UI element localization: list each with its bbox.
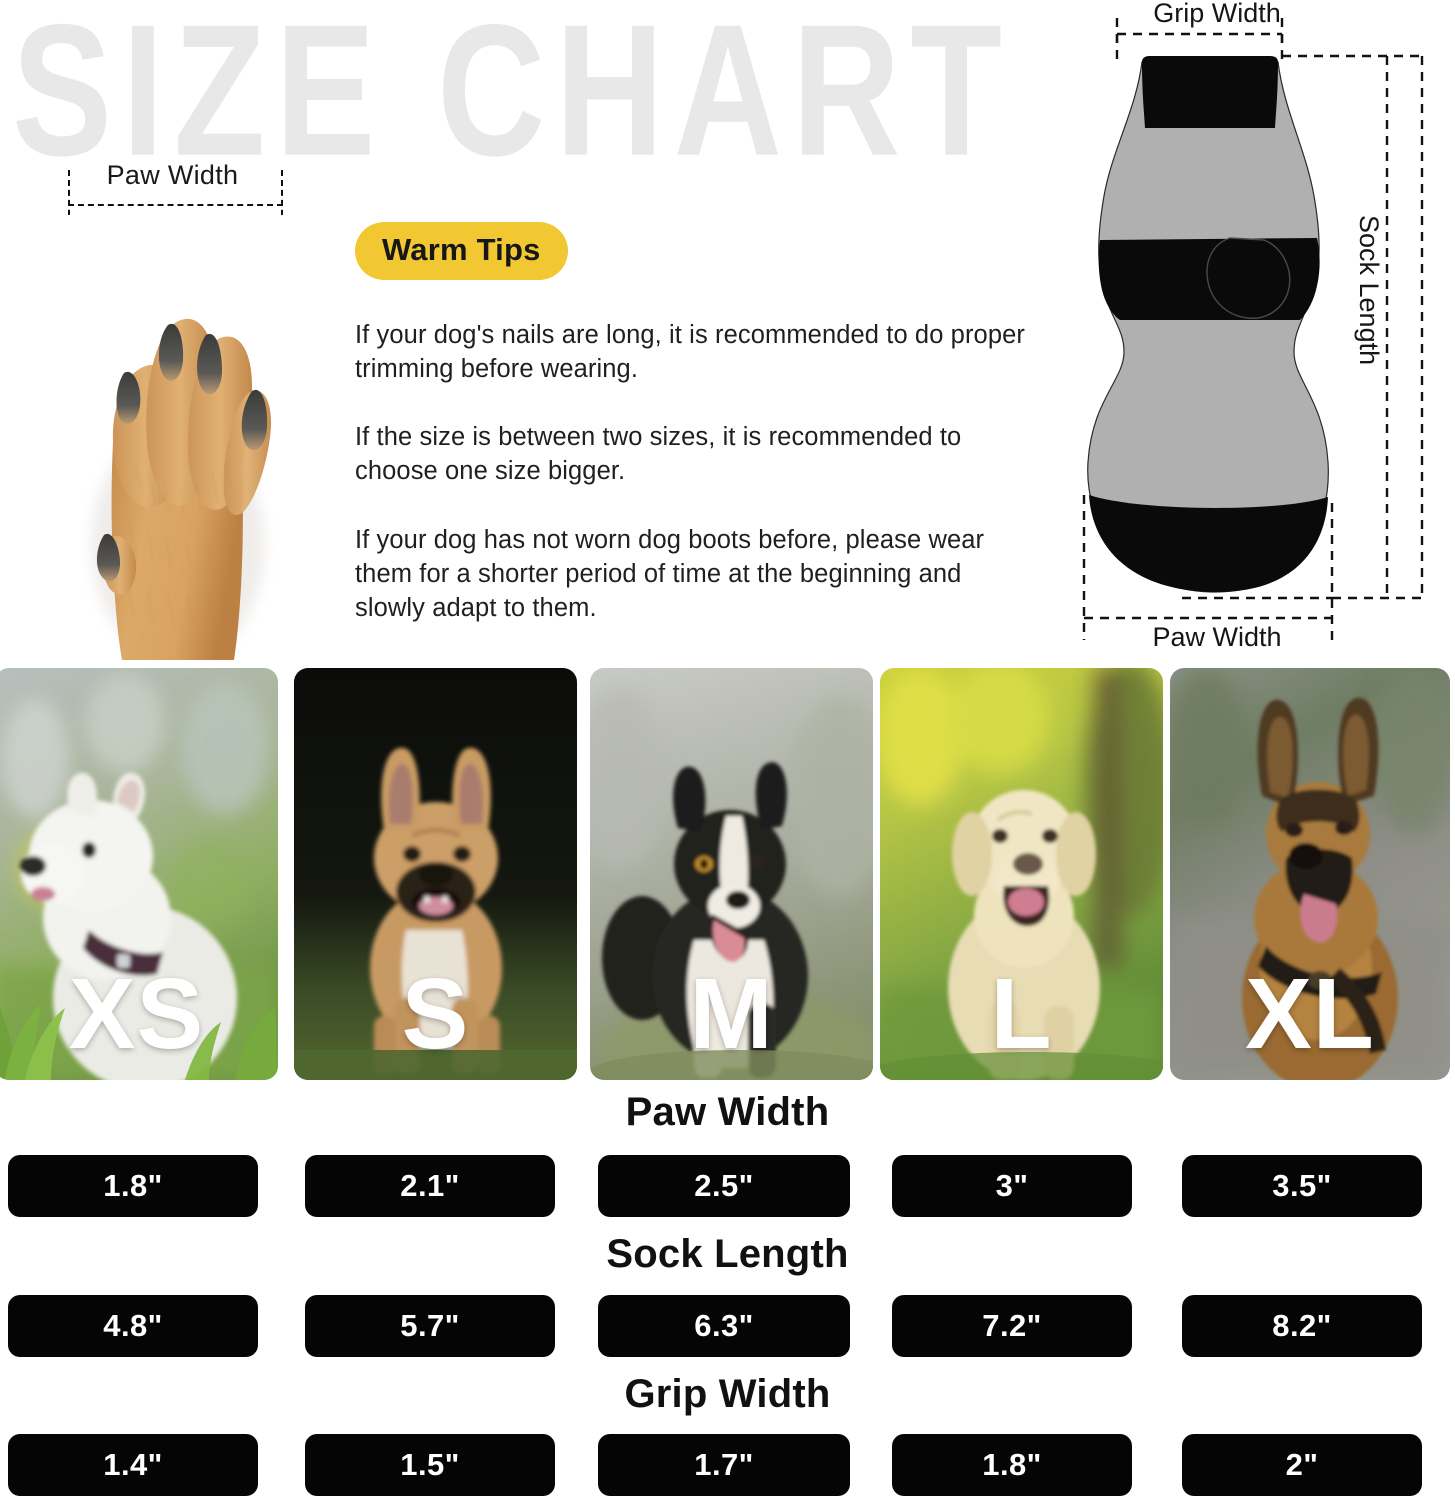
dog-paw-photo: [56, 215, 296, 660]
measure-heading-grip-width: Grip Width: [624, 1372, 831, 1416]
boot-sock-length-label: Sock Length: [1354, 215, 1384, 366]
warm-tip-3: If your dog has not worn dog boots befor…: [355, 525, 985, 622]
grip-width-value-l: 1.8": [892, 1434, 1132, 1496]
size-label-xl: XL: [1245, 958, 1375, 1070]
paw-width-value-xl: 3.5": [1182, 1155, 1422, 1217]
grip-width-value-xs: 1.4": [8, 1434, 258, 1496]
size-label-l: L: [990, 958, 1053, 1070]
size-card-s[interactable]: S: [294, 668, 577, 1080]
sock-length-value-xs: 4.8": [8, 1295, 258, 1357]
paw-width-value-s: 2.1": [305, 1155, 555, 1217]
paw-width-bracket-top-line: [68, 204, 283, 206]
paw-width-value-xs: 1.8": [8, 1155, 258, 1217]
sock-length-value-s: 5.7": [305, 1295, 555, 1357]
warm-tips-badge: Warm Tips: [355, 222, 568, 280]
boot-grip-width-label: Grip Width: [1153, 0, 1281, 28]
size-card-l[interactable]: L: [880, 668, 1163, 1080]
page-title: SIZE CHART: [12, 0, 1012, 195]
size-card-xs[interactable]: XS: [0, 668, 278, 1080]
sock-length-value-xl: 8.2": [1182, 1295, 1422, 1357]
size-label-s: S: [401, 958, 470, 1070]
size-card-xl[interactable]: XL: [1170, 668, 1450, 1080]
measure-heading-paw-width: Paw Width: [625, 1090, 830, 1134]
boot-diagram: Grip Width Sock Length Paw Width: [1032, 0, 1455, 668]
grip-width-value-s: 1.5": [305, 1434, 555, 1496]
size-label-xs: XS: [68, 958, 205, 1070]
size-card-m[interactable]: M: [590, 668, 873, 1080]
warm-tip-2: If the size is between two sizes, it is …: [355, 423, 962, 486]
sock-length-value-m: 6.3": [598, 1295, 850, 1357]
grip-width-value-xl: 2": [1182, 1434, 1422, 1496]
paw-width-diagram-label: Paw Width: [106, 160, 239, 190]
measure-heading-sock-length: Sock Length: [606, 1232, 849, 1276]
paw-width-value-l: 3": [892, 1155, 1132, 1217]
boot-paw-width-label: Paw Width: [1152, 622, 1282, 652]
size-cards-row: XS: [0, 668, 1455, 1080]
warm-tip-1: If your dog's nails are long, it is reco…: [355, 321, 1025, 384]
paw-width-diagram: Paw Width: [0, 160, 330, 660]
sock-length-value-l: 7.2": [892, 1295, 1132, 1357]
size-label-m: M: [689, 958, 774, 1070]
paw-width-value-m: 2.5": [598, 1155, 850, 1217]
grip-width-value-m: 1.7": [598, 1434, 850, 1496]
warm-tips-section: Warm Tips If your dog's nails are long, …: [355, 222, 1025, 625]
